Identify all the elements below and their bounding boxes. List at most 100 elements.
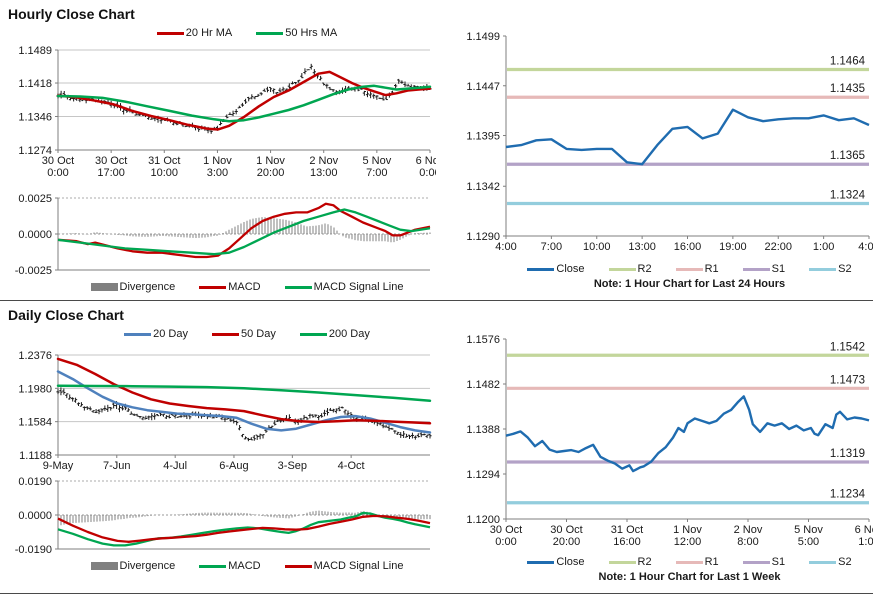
x-tick-label: 4:00 xyxy=(858,241,873,253)
x-tick-label: 1 Nov xyxy=(673,524,702,536)
level-label-r2: 1.1542 xyxy=(830,341,865,353)
legend-label: MACD xyxy=(228,281,261,293)
y-tick-label: 1.1418 xyxy=(18,78,52,90)
daily-macd-legend: Divergence MACD MACD Signal Line xyxy=(58,557,436,575)
legend-label: R1 xyxy=(704,556,719,568)
legend-label: 20 Day xyxy=(153,328,188,340)
x-tick-label: 4-Jul xyxy=(163,460,187,472)
close-line xyxy=(505,108,870,166)
x-tick-label: 1:00 xyxy=(813,241,834,253)
y-tick-label: 1.1346 xyxy=(18,112,52,124)
legend-item-close: Close xyxy=(527,556,585,568)
x-tick-label: 30 Oct xyxy=(550,524,582,536)
legend-item-r2: R2 xyxy=(608,263,652,275)
x-tick-label: 10:00 xyxy=(583,241,611,253)
x-tick-label: 0:00 xyxy=(495,536,516,548)
level-label-s2: 1.1324 xyxy=(830,189,866,201)
legend-item-macd: MACD xyxy=(199,560,261,572)
legend-swatch-r2 xyxy=(608,267,636,271)
legend-swatch-200-day xyxy=(299,332,327,336)
legend-item-s2: S2 xyxy=(809,263,852,275)
x-tick-label: 3:00 xyxy=(207,167,228,179)
x-tick-label: 4:00 xyxy=(495,241,516,253)
y-tick-label: 1.1980 xyxy=(18,383,52,395)
legend-item-50-day: 50 Day xyxy=(212,328,276,340)
intraday-1week-panel: 1.1576 1.1482 1.1388 1.1294 1.1200 30 Oct 0:00… xyxy=(440,303,873,587)
legend-item-divergence: Divergence xyxy=(90,560,175,572)
y-tick-label: 1.1576 xyxy=(466,334,500,346)
x-tick-label: 16:00 xyxy=(613,536,641,548)
x-tick-label: 5:00 xyxy=(798,536,819,548)
hourly-price-panel: Hourly Close Chart 20 Hr MA 50 Hrs MA 1.1… xyxy=(4,2,436,296)
y-tick-label: 1.1584 xyxy=(18,417,52,429)
legend-label: 20 Hr MA xyxy=(185,27,233,39)
y-tick-label: 1.1290 xyxy=(466,231,500,243)
legend-item-r1: R1 xyxy=(675,263,719,275)
legend-item-close: Close xyxy=(527,263,585,275)
legend-swatch-r1 xyxy=(675,560,703,564)
macd-signal-line xyxy=(57,208,431,256)
legend-label: MACD Signal Line xyxy=(313,560,404,572)
legend-item-s1: S1 xyxy=(742,556,786,568)
y-tick-label: 1.1395 xyxy=(466,131,500,143)
x-tick-label: 6 Nov xyxy=(416,155,436,167)
legend-swatch-50-hrs-ma xyxy=(256,31,284,35)
x-tick-label: 1 Nov xyxy=(203,155,232,167)
legend-item-r1: R1 xyxy=(675,556,719,568)
y-tick-label: 0.0190 xyxy=(18,476,52,488)
y-tick-label: 1.1188 xyxy=(19,450,52,462)
legend-swatch-divergence xyxy=(90,562,118,570)
200-day-line xyxy=(56,384,432,403)
legend-swatch-macd-signal-line xyxy=(284,564,312,568)
legend-swatch-s1 xyxy=(742,267,770,271)
level-label-r2: 1.1464 xyxy=(830,55,866,67)
legend-item-20-hr-ma: 20 Hr MA xyxy=(156,27,233,39)
intraday-1week-note: Note: 1 Hour Chart for Last 1 Week xyxy=(598,571,781,583)
x-tick-label: 3-Sep xyxy=(278,460,307,472)
legend-label: MACD Signal Line xyxy=(313,281,404,293)
x-tick-label: 0:00 xyxy=(419,167,436,179)
macd-signal-line xyxy=(57,514,431,543)
legend-label: MACD xyxy=(228,560,261,572)
hourly-macd-legend: Divergence MACD MACD Signal Line xyxy=(58,278,436,296)
legend-item-divergence: Divergence xyxy=(90,281,176,293)
legend-swatch-50-day xyxy=(212,332,239,336)
legend-label: 50 Day xyxy=(241,328,276,340)
y-tick-label: 1.1388 xyxy=(466,424,500,436)
legend-item-20-day: 20 Day xyxy=(124,328,188,340)
legend-item-s1: S1 xyxy=(742,263,785,275)
legend-label: R2 xyxy=(637,556,652,568)
x-tick-label: 30 Oct xyxy=(42,155,74,167)
legend-swatch-r1 xyxy=(675,267,703,271)
legend-label: Close xyxy=(556,263,585,275)
x-tick-label: 31 Oct xyxy=(611,524,643,536)
bottom-divider xyxy=(0,593,873,594)
y-tick-label: 1.1499 xyxy=(466,31,500,43)
legend-label: Divergence xyxy=(119,281,176,293)
y-tick-label: 1.2376 xyxy=(18,350,52,362)
50-day-line xyxy=(56,357,432,425)
y-tick-label: 1.1294 xyxy=(466,469,500,481)
legend-swatch-divergence xyxy=(90,283,118,291)
legend-swatch-close xyxy=(527,267,555,271)
y-tick-label: 1.1342 xyxy=(466,181,500,193)
level-label-s1: 1.1319 xyxy=(830,448,865,460)
legend-item-macd-signal-line: MACD Signal Line xyxy=(284,560,404,572)
legend-label: S1 xyxy=(771,556,786,568)
x-tick-label: 8:00 xyxy=(737,536,758,548)
hourly-section-title: Hourly Close Chart xyxy=(8,6,135,22)
y-tick-label: 1.1447 xyxy=(466,81,500,93)
legend-swatch-s2 xyxy=(809,560,837,564)
legend-label: R2 xyxy=(637,263,652,275)
hourly-macd-chart: 0.0025 0.0000 -0.0025 xyxy=(15,193,431,276)
hourly-ma-legend: 20 Hr MA 50 Hrs MA xyxy=(58,24,436,42)
x-tick-label: 13:00 xyxy=(628,241,656,253)
x-tick-label: 0:00 xyxy=(47,167,68,179)
legend-label: R1 xyxy=(704,263,719,275)
daily-ma-legend: 20 Day 50 Day 200 Day xyxy=(58,325,436,343)
legend-label: S2 xyxy=(838,263,852,275)
